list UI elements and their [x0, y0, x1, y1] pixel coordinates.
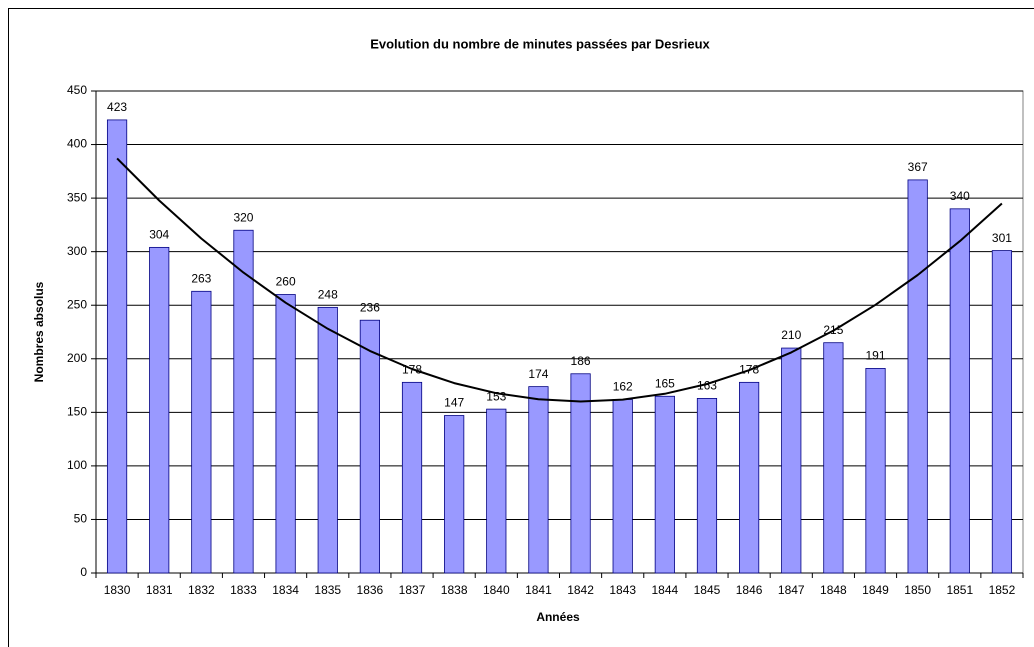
- bar: [696, 398, 718, 574]
- bar: [486, 408, 507, 574]
- x-tick-label: 1832: [188, 583, 215, 597]
- bar: [570, 373, 591, 574]
- bar: [654, 395, 675, 574]
- chart-title: Evolution du nombre de minutes passées p…: [370, 36, 710, 51]
- bar: [317, 306, 338, 574]
- x-tick-label: 1848: [820, 583, 847, 597]
- data-label: 210: [781, 328, 801, 342]
- data-label: 423: [107, 100, 127, 114]
- bar: [444, 415, 465, 574]
- bar: [359, 319, 380, 574]
- x-tick-label: 1835: [314, 583, 341, 597]
- x-axis-title: Années: [536, 610, 580, 624]
- data-label: 191: [866, 349, 886, 363]
- x-tick-label: 1831: [146, 583, 173, 597]
- x-tick-label: 1850: [904, 583, 931, 597]
- x-tick-label: 1833: [230, 583, 257, 597]
- data-label: 174: [528, 367, 548, 381]
- y-tick-label: 0: [80, 565, 87, 579]
- bar: [149, 246, 170, 574]
- bar: [739, 381, 760, 574]
- x-tick-label: 1846: [736, 583, 763, 597]
- x-tick-label: 1849: [862, 583, 889, 597]
- data-label: 320: [233, 210, 253, 224]
- x-tick-label: 1852: [989, 583, 1016, 597]
- bar: [949, 208, 970, 574]
- x-tick-label: 1836: [357, 583, 384, 597]
- x-tick-label: 1847: [778, 583, 805, 597]
- y-tick-label: 450: [67, 83, 87, 97]
- x-tick-label: 1844: [651, 583, 678, 597]
- y-tick-label: 300: [67, 244, 87, 258]
- bar: [401, 381, 423, 574]
- data-label: 162: [613, 380, 633, 394]
- x-tick-label: 1842: [567, 583, 594, 597]
- x-tick-label: 1838: [441, 583, 468, 597]
- bar: [612, 399, 633, 574]
- x-tick-label: 1837: [399, 583, 426, 597]
- bar: [823, 342, 844, 574]
- data-label: 263: [191, 271, 211, 285]
- y-tick-label: 400: [67, 137, 87, 151]
- data-label: 301: [992, 231, 1012, 245]
- bar: [907, 179, 928, 574]
- bar: [781, 347, 802, 574]
- bar: [106, 119, 128, 574]
- data-label: 367: [908, 160, 928, 174]
- y-tick-label: 350: [67, 190, 87, 204]
- bar: [275, 294, 296, 574]
- bar: [233, 229, 254, 574]
- y-tick-label: 100: [67, 458, 87, 472]
- x-tick-label: 1843: [609, 583, 636, 597]
- y-axis-title: Nombres absolus: [32, 281, 46, 382]
- bar: [991, 250, 1013, 574]
- x-tick-label: 1845: [694, 583, 721, 597]
- bar: [865, 368, 886, 574]
- data-label: 165: [655, 376, 675, 390]
- x-tick-label: 1834: [272, 583, 299, 597]
- y-tick-label: 250: [67, 297, 87, 311]
- bar: [528, 386, 549, 574]
- bar: [191, 290, 212, 574]
- x-tick-label: 1840: [483, 583, 510, 597]
- data-label: 147: [444, 396, 464, 410]
- data-label: 186: [571, 354, 591, 368]
- x-tick-label: 1851: [946, 583, 973, 597]
- x-tick-label: 1830: [104, 583, 131, 597]
- y-tick-label: 200: [67, 351, 87, 365]
- trendline: [116, 157, 1003, 403]
- y-tick-label: 50: [74, 512, 88, 526]
- data-label: 236: [360, 300, 380, 314]
- data-label: 260: [276, 275, 296, 289]
- data-label: 248: [318, 288, 338, 302]
- data-label: 304: [149, 228, 169, 242]
- x-tick-label: 1841: [525, 583, 552, 597]
- data-label: 340: [950, 189, 970, 203]
- y-tick-label: 150: [67, 405, 87, 419]
